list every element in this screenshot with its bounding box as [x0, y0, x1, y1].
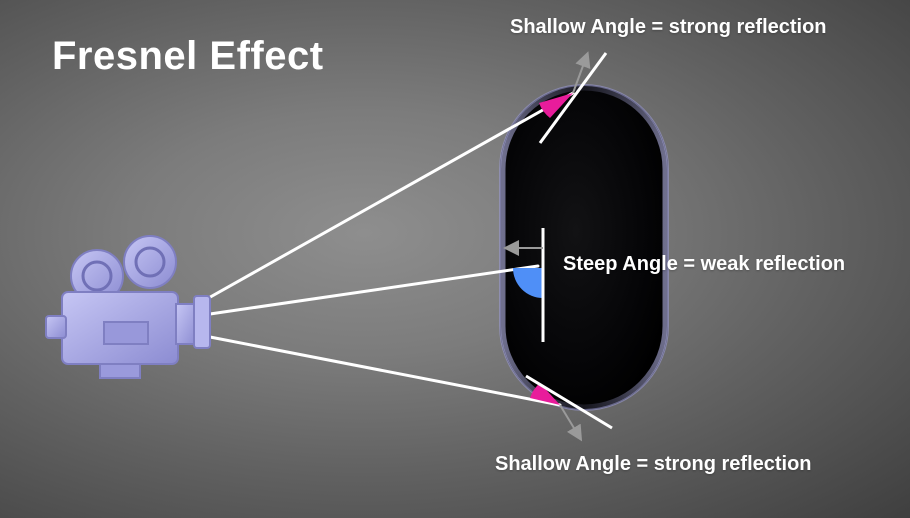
ray-middle: [208, 264, 540, 316]
shallow-angle-wedge-bottom: [530, 383, 560, 405]
steep-angle-middle: [503, 228, 545, 342]
shallow-angle-label-bottom: Shallow Angle = strong reflection: [495, 453, 812, 475]
shallow-angle-wedge-top: [539, 93, 573, 118]
slide-title: Fresnel Effect: [52, 34, 324, 78]
shallow-angle-bottom: [525, 374, 613, 442]
tangent-line-top: [538, 52, 608, 144]
tangent-line-bottom: [525, 374, 613, 430]
normal-arrow-bottom: [559, 404, 583, 442]
ray-bottom: [208, 335, 562, 407]
normal-arrow-top: [572, 51, 591, 94]
movie-camera-icon: [45, 235, 211, 379]
shallow-angle-label-top: Shallow Angle = strong reflection: [510, 16, 827, 38]
camera-rays: [203, 91, 575, 407]
ray-top: [203, 91, 575, 302]
shallow-angle-top: [538, 51, 608, 144]
steep-angle-label: Steep Angle = weak reflection: [563, 253, 846, 275]
steep-angle-wedge: [513, 268, 543, 298]
